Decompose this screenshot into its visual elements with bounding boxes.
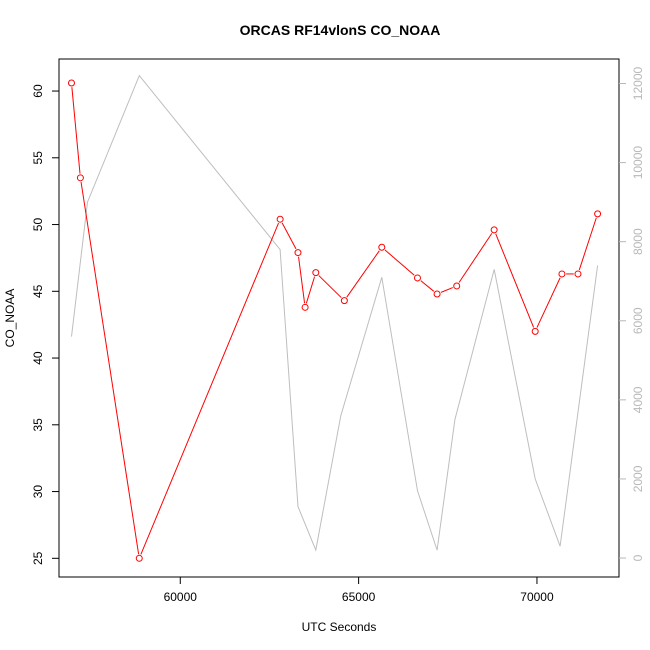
primary-series-point [135,554,143,562]
primary-series-point [433,290,441,298]
y2-tick-label: 2000 [631,465,645,492]
x-axis-label: UTC Seconds [302,620,377,634]
primary-series-segment [536,277,561,328]
y-axis-right: 0 2000 4000 6000 8000 10000 12000 [619,67,645,561]
y-axis-left: 25 30 35 40 45 50 55 60 [31,84,59,565]
y-tick-label: 30 [31,485,45,499]
y2-tick-label: 12000 [631,67,645,101]
primary-series-point [413,274,421,282]
y2-tick-label: 0 [631,554,645,561]
primary-series-segment [305,276,316,304]
primary-series-point [340,297,348,305]
primary-series-segment [281,222,297,250]
chart-title: ORCAS RF14vlonS CO_NOAA [240,22,441,38]
primary-series-point [76,174,84,182]
primary-series-segment [71,87,81,174]
secondary-series-line [71,74,599,552]
x-tick-label: 70000 [520,590,554,604]
primary-series-point [67,79,75,87]
primary-series-segment [318,275,342,299]
plot-frame [58,58,620,578]
y2-tick-label: 6000 [631,307,645,334]
y2-tick-label: 8000 [631,228,645,255]
y-tick-label: 60 [31,84,45,98]
primary-series-point [378,243,386,251]
primary-series-point [453,282,461,290]
secondary-series [71,74,599,552]
x-tick-label: 60000 [164,590,198,604]
primary-series-segment [420,280,435,292]
y2-tick-label: 10000 [631,146,645,180]
primary-series-segment [80,181,140,555]
primary-series-point [531,327,539,335]
primary-series-point [490,226,498,234]
primary-series-segment [440,287,454,293]
primary-series-point [558,270,566,278]
primary-series-segment [578,217,597,271]
primary-series-segment [298,256,306,304]
y-tick-label: 55 [31,151,45,165]
primary-series-point [594,210,602,218]
y-tick-label: 45 [31,284,45,298]
primary-series-segment [346,250,380,298]
x-tick-label: 65000 [342,590,376,604]
primary-series-point [276,215,284,223]
y-tick-label: 40 [31,351,45,365]
primary-series-segment [140,222,279,555]
y-tick-label: 25 [31,551,45,565]
primary-series-point [301,303,309,311]
y-tick-label: 50 [31,218,45,232]
primary-series-point [574,270,582,278]
primary-series-segment [384,249,415,276]
y-tick-label: 35 [31,418,45,432]
y2-tick-label: 4000 [631,386,645,413]
primary-series-segment [458,233,493,283]
primary-series [67,79,602,562]
primary-series-point [312,269,320,277]
x-axis: 60000 65000 70000 [164,577,554,604]
primary-series-point [294,249,302,257]
primary-series-segment [495,233,535,328]
y-axis-label: CO_NOAA [3,289,17,348]
